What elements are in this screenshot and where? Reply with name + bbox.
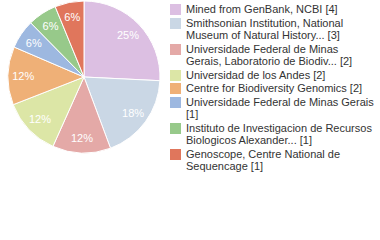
data-label: 12% — [71, 132, 93, 144]
pie-slice — [84, 1, 160, 81]
legend-label: Universidade Federal de Minas Gerais, La… — [186, 43, 352, 68]
legend-item: Centre for Biodiversity Genomics [2] — [170, 82, 376, 95]
legend-swatch — [170, 70, 181, 81]
legend-swatch — [170, 83, 181, 94]
legend-label: Universidad de los Andes [2] — [186, 69, 325, 81]
legend-label: Universidade Federal de Minas Gerais [1] — [186, 96, 374, 121]
legend: Mined from GenBank, NCBI [4] Smithsonian … — [170, 3, 376, 174]
legend-swatch — [170, 97, 181, 108]
legend-label: Genoscope, Centre National de Sequencage… — [186, 148, 340, 173]
legend-swatch — [170, 44, 181, 55]
legend-label: Smithsonian Institution, National Museum… — [186, 17, 343, 42]
data-label: 12% — [12, 70, 34, 82]
legend-item: Genoscope, Centre National de Sequencage… — [170, 148, 376, 173]
legend-item: Universidad de los Andes [2] — [170, 69, 376, 82]
pie-area: 25%18%12%12%12%6%6%6% — [0, 0, 170, 240]
data-label: 6% — [64, 11, 80, 23]
legend-label: Mined from GenBank, NCBI [4] — [186, 3, 338, 15]
legend-item: Universidade Federal de Minas Gerais, La… — [170, 43, 376, 68]
pie-slice — [55, 1, 84, 77]
legend-item: Mined from GenBank, NCBI [4] — [170, 3, 376, 16]
legend-item: Smithsonian Institution, National Museum… — [170, 17, 376, 42]
data-label: 12% — [29, 113, 51, 125]
legend-item: Instituto de Investigacion de Recursos B… — [170, 122, 376, 147]
legend-label: Instituto de Investigacion de Recursos B… — [186, 122, 372, 147]
legend-swatch — [170, 123, 181, 134]
legend-swatch — [170, 149, 181, 160]
legend-label: Centre for Biodiversity Genomics [2] — [186, 82, 362, 94]
data-label: 18% — [122, 107, 144, 119]
data-label: 6% — [43, 20, 59, 32]
data-label: 6% — [26, 37, 42, 49]
legend-swatch — [170, 4, 181, 15]
legend-swatch — [170, 18, 181, 29]
data-label: 25% — [117, 29, 139, 41]
legend-item: Universidade Federal de Minas Gerais [1] — [170, 96, 376, 121]
